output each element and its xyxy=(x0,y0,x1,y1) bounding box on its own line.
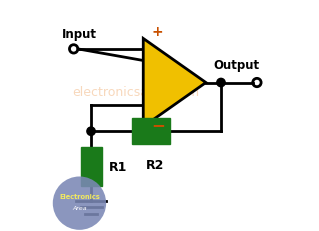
Text: R1: R1 xyxy=(108,160,127,173)
Text: −: − xyxy=(152,116,165,134)
Text: Input: Input xyxy=(62,27,97,40)
Text: Electronics: Electronics xyxy=(59,193,100,199)
Circle shape xyxy=(87,128,95,136)
FancyBboxPatch shape xyxy=(81,148,101,186)
FancyBboxPatch shape xyxy=(132,119,170,144)
Circle shape xyxy=(53,177,106,230)
Polygon shape xyxy=(143,39,206,127)
Text: R2: R2 xyxy=(146,158,165,171)
Text: electronicsarea.com: electronicsarea.com xyxy=(73,86,200,99)
Circle shape xyxy=(217,79,225,87)
Text: Area: Area xyxy=(72,205,87,210)
Text: +: + xyxy=(152,25,163,39)
Text: Output: Output xyxy=(213,59,259,72)
